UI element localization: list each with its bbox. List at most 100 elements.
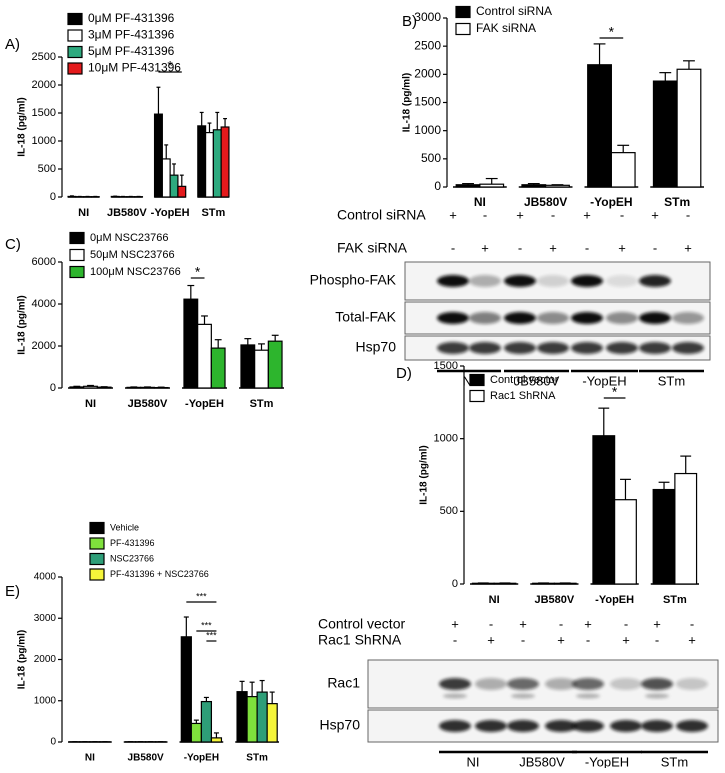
blot-band — [639, 312, 671, 324]
blot-band — [610, 720, 642, 732]
lane-group-label: NI — [467, 754, 480, 768]
legend-label: Rac1 ShRNA — [490, 390, 556, 402]
y-tick-label: 2500 — [414, 38, 441, 52]
y-axis-label: IL-18 (pg/ml) — [17, 295, 28, 354]
legend-swatch — [68, 14, 82, 25]
blot-band — [439, 720, 471, 732]
blot-band — [469, 342, 501, 354]
blot-band — [507, 720, 539, 732]
bar — [241, 345, 255, 388]
lane-group-label: -YopEH — [582, 373, 626, 388]
condition-label: FAK siRNA — [337, 240, 408, 256]
bar — [201, 702, 211, 742]
significance-label: * — [609, 24, 615, 40]
blot-row-label: Rac1 — [327, 675, 360, 691]
bar — [206, 133, 214, 197]
blot-band — [576, 694, 600, 699]
legend-label: 3μM PF-431396 — [88, 28, 175, 42]
panel-label: C) — [5, 236, 21, 253]
legend-label: PF-431396 — [110, 538, 155, 548]
legend-swatch — [90, 538, 104, 549]
condition-sign: - — [483, 207, 487, 222]
x-tick-label: -YopEH — [185, 398, 224, 410]
blot-band — [507, 678, 539, 690]
y-tick-label: 1500 — [32, 107, 56, 119]
error-bar — [70, 196, 74, 197]
y-tick-label: 2500 — [32, 51, 56, 63]
condition-sign: + — [451, 616, 459, 631]
blot-band — [537, 342, 569, 354]
condition-sign: - — [451, 240, 455, 255]
condition-sign: + — [487, 632, 495, 647]
legend-label: Control siRNA — [476, 4, 552, 18]
x-tick-label: NI — [78, 207, 89, 219]
blot-band — [504, 275, 536, 287]
blot-band — [610, 678, 642, 690]
y-tick-label: 500 — [440, 505, 458, 517]
bar — [178, 186, 186, 197]
legend-swatch — [68, 30, 82, 41]
x-tick-label: STm — [250, 398, 274, 410]
y-axis-label: IL-18 (pg/ml) — [419, 445, 430, 504]
bar — [675, 474, 697, 584]
x-tick-label: STm — [201, 207, 225, 219]
panel-label: D) — [396, 365, 412, 382]
legend-swatch — [90, 554, 104, 565]
legend-swatch — [68, 63, 82, 74]
y-axis-label: IL-18 (pg/ml) — [17, 97, 28, 156]
condition-sign: + — [618, 240, 626, 255]
y-tick-label: 3000 — [414, 10, 441, 24]
x-tick-label: NI — [85, 753, 95, 764]
blot-band — [571, 275, 603, 287]
y-tick-label: 2000 — [32, 79, 56, 91]
lane-group-label: JB580V — [514, 373, 560, 388]
bar — [198, 324, 212, 388]
legend-label: NSC23766 — [110, 553, 154, 563]
bar — [247, 697, 257, 742]
y-tick-label: 1000 — [32, 135, 56, 147]
condition-sign: - — [690, 616, 694, 631]
blot-band — [645, 694, 669, 699]
blot-band — [475, 720, 507, 732]
bar — [677, 69, 701, 187]
blot-band — [469, 312, 501, 324]
legend-swatch — [90, 569, 104, 580]
x-tick-label: JB580V — [128, 753, 164, 764]
blot-band — [475, 678, 507, 690]
bar — [257, 692, 267, 742]
error-bar — [552, 185, 564, 186]
condition-sign: - — [686, 207, 690, 222]
y-tick-label: 500 — [421, 151, 441, 165]
blot-band — [676, 720, 708, 732]
bar — [198, 126, 206, 197]
bar — [593, 436, 615, 584]
x-tick-label: JB580V — [107, 207, 147, 219]
condition-sign: - — [453, 632, 457, 647]
legend-swatch — [456, 24, 470, 35]
y-tick-label: 6000 — [32, 256, 56, 268]
y-tick-label: 1000 — [414, 123, 441, 137]
y-tick-label: 4000 — [32, 298, 56, 310]
legend-label: Vehicle — [110, 522, 139, 532]
blot-band — [641, 720, 673, 732]
significance-label: *** — [206, 630, 217, 640]
bar — [221, 127, 229, 197]
legend-label: 5μM PF-431396 — [88, 44, 175, 58]
y-axis-label: IL-18 (pg/ml) — [17, 630, 28, 689]
condition-sign: - — [655, 632, 659, 647]
y-tick-label: 0 — [50, 737, 56, 748]
condition-sign: - — [551, 207, 555, 222]
blot-row-label: Hsp70 — [320, 717, 361, 733]
bar — [213, 130, 221, 197]
condition-sign: - — [559, 616, 563, 631]
y-tick-label: 0 — [50, 191, 56, 203]
bar — [211, 348, 225, 388]
condition-label: Control siRNA — [337, 207, 426, 223]
condition-sign: - — [521, 632, 525, 647]
lane-group-label: STm — [658, 373, 685, 388]
condition-sign: - — [624, 616, 628, 631]
condition-sign: + — [481, 240, 489, 255]
blot-band — [439, 678, 471, 690]
y-tick-label: 4000 — [34, 572, 57, 583]
blot-band — [504, 312, 536, 324]
